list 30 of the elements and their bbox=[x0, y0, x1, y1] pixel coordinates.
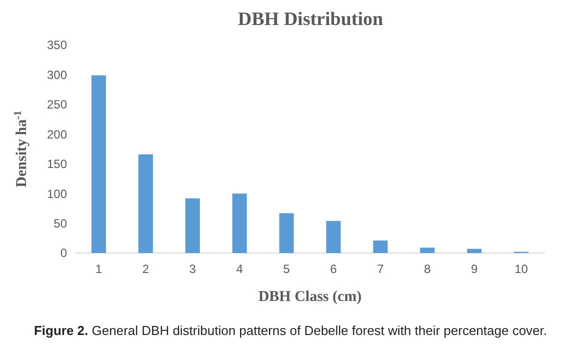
y-tick-label: 50 bbox=[54, 216, 68, 230]
x-tick-label: 3 bbox=[189, 262, 196, 276]
y-tick-label: 0 bbox=[60, 246, 68, 260]
bar bbox=[420, 248, 435, 253]
y-tick-label: 250 bbox=[46, 98, 68, 112]
y-tick-label: 300 bbox=[46, 68, 68, 82]
x-tick-label: 8 bbox=[424, 262, 432, 276]
caption: Figure 2. General DBH distribution patterns of Debelle forest with their percentage cover. bbox=[34, 323, 548, 338]
bar bbox=[185, 198, 200, 253]
x-tick-label: 5 bbox=[283, 262, 290, 276]
bar bbox=[467, 248, 482, 253]
chart-title: DBH Distribution bbox=[238, 9, 384, 30]
bar bbox=[326, 220, 341, 253]
x-tick-label: 9 bbox=[470, 262, 478, 276]
bar bbox=[373, 240, 388, 253]
x-tick-label: 7 bbox=[377, 262, 384, 276]
x-axis-title: DBH Class (cm) bbox=[258, 289, 362, 305]
bar bbox=[232, 194, 247, 253]
x-tick-label: 4 bbox=[236, 262, 244, 276]
bar bbox=[138, 154, 153, 253]
x-tick-label: 2 bbox=[142, 262, 150, 276]
x-tick-label: 1 bbox=[95, 262, 102, 276]
y-tick-label: 200 bbox=[46, 127, 68, 142]
y-tick-label: 150 bbox=[46, 157, 68, 172]
x-tick-label: 6 bbox=[330, 262, 338, 276]
y-tick-label: 350 bbox=[46, 38, 68, 52]
y-tick-label: 100 bbox=[46, 186, 68, 201]
x-tick-label: 10 bbox=[514, 262, 528, 276]
bar bbox=[279, 213, 294, 253]
bar bbox=[91, 75, 106, 253]
